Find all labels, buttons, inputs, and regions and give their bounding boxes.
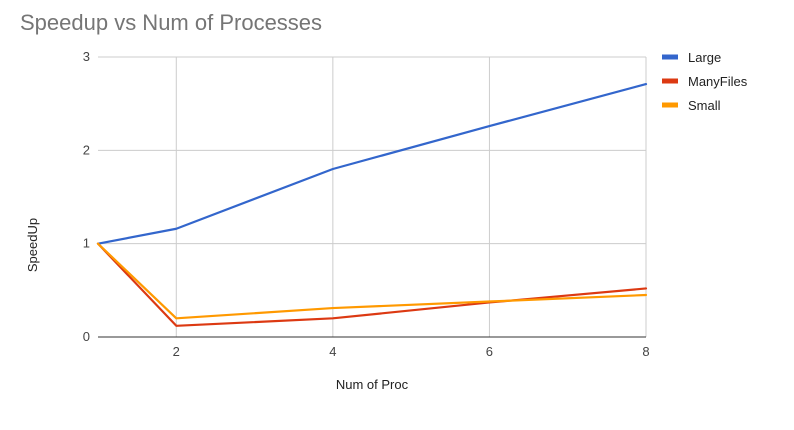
x-tick-label: 4 [329, 344, 336, 359]
series-lines [96, 82, 648, 327]
legend-item-large[interactable]: Large [662, 50, 721, 65]
axes: 0 1 2 3 2 4 6 8 [83, 49, 650, 359]
y-tick-label: 2 [83, 142, 90, 157]
legend-item-small[interactable]: Small [662, 98, 721, 113]
y-tick-label: 1 [83, 236, 90, 251]
series-line-small [96, 242, 648, 320]
x-tick-label: 6 [486, 344, 493, 359]
y-tick-label: 3 [83, 49, 90, 64]
legend: Large ManyFiles Small [662, 50, 748, 113]
legend-label: ManyFiles [688, 74, 748, 89]
x-tick-label: 2 [173, 344, 180, 359]
series-line-large [96, 82, 648, 245]
legend-label: Small [688, 98, 721, 113]
x-tick-label: 8 [642, 344, 649, 359]
x-axis-label: Num of Proc [336, 377, 409, 392]
legend-label: Large [688, 50, 721, 65]
gridlines [98, 56, 647, 337]
legend-item-manyfiles[interactable]: ManyFiles [662, 74, 748, 89]
y-tick-label: 0 [83, 329, 90, 344]
y-axis-label: SpeedUp [25, 218, 40, 272]
chart-title: Speedup vs Num of Processes [20, 10, 322, 35]
series-line-manyfiles [96, 242, 648, 327]
